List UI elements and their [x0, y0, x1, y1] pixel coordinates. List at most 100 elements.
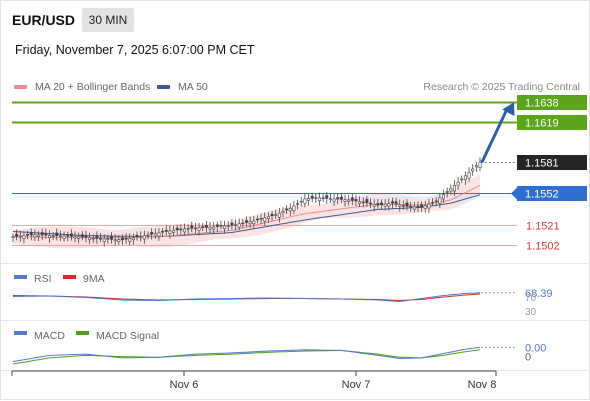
candle-body: [325, 195, 329, 199]
candle-body: [431, 202, 435, 204]
candle-body: [379, 202, 383, 205]
current-price-label: 1.1581: [525, 158, 559, 170]
time-axis: Nov 6 Nov 7 Nov 8: [1, 263, 590, 391]
candle-body: [179, 228, 183, 231]
macd-legend-label: MACD: [34, 330, 65, 342]
candle-body: [212, 226, 216, 230]
candle-body: [223, 225, 227, 229]
candle-body: [139, 236, 143, 238]
candle-body: [296, 203, 300, 205]
candle-body: [58, 235, 62, 237]
current-price-tag: [517, 155, 587, 170]
candle-body: [157, 232, 161, 237]
instrument-title: EUR/USD: [12, 12, 76, 28]
candle-body: [201, 226, 205, 228]
rsi-legend-label: RSI: [34, 273, 52, 285]
candle-body: [274, 214, 278, 216]
candle-body: [18, 235, 22, 238]
candle-body: [471, 168, 475, 172]
research-credit: Research © 2025 Trading Central: [423, 81, 580, 93]
candle-body: [463, 175, 467, 181]
candle-body: [474, 165, 478, 168]
candle-body: [40, 232, 44, 236]
candle-body: [452, 184, 456, 192]
candle-body: [281, 211, 285, 214]
rsi-ma-legend-label: 9MA: [83, 273, 105, 285]
candle-body: [37, 234, 41, 237]
candle-body: [336, 197, 340, 200]
candle-body: [15, 233, 19, 237]
candle-body: [69, 233, 73, 237]
candle-body: [427, 203, 431, 209]
candle-body: [44, 233, 48, 236]
candle-body: [175, 227, 179, 231]
candle-body: [369, 202, 373, 205]
candle-body: [409, 205, 413, 208]
candle-body: [332, 198, 336, 202]
candle-body: [62, 235, 66, 239]
candle-body: [110, 236, 114, 240]
candle-body: [47, 235, 51, 238]
time-axis-label: Nov 7: [342, 379, 371, 391]
rsi-legend-swatch: [14, 275, 27, 279]
candle-body: [117, 239, 121, 242]
forecast-arrow-layer: [480, 102, 515, 163]
candle-body: [204, 225, 208, 228]
candle-body: [135, 234, 139, 238]
timeframe-badge[interactable]: 30 MIN: [82, 8, 134, 32]
candle-body: [478, 161, 482, 168]
candle-body: [434, 200, 438, 202]
pivot-tag-pointer: [511, 187, 517, 200]
candle-body: [270, 213, 274, 217]
candle-body: [401, 205, 405, 207]
candle-body: [234, 224, 238, 226]
candle-body: [113, 239, 117, 241]
rsi-tick-30: 30: [525, 307, 537, 318]
candle-body: [245, 220, 249, 223]
rsi-ma-legend-swatch: [63, 275, 76, 279]
candle-body: [372, 204, 376, 207]
rsi-line: [12, 292, 481, 303]
bollinger-band-layer: [13, 174, 480, 249]
macd-panel: MACD MACD Signal 0.000: [12, 330, 546, 365]
rsi-value-label: 68.39: [525, 288, 553, 300]
candle-body: [394, 201, 398, 205]
candle-body: [361, 201, 365, 204]
candle-body: [347, 199, 351, 202]
candle-body: [252, 220, 256, 225]
rsi-tick-70: 70: [525, 293, 537, 304]
candle-body: [215, 224, 219, 227]
macd-signal-legend-label: MACD Signal: [96, 330, 159, 342]
candle-body: [292, 205, 296, 211]
candle-body: [263, 217, 267, 222]
candle-body: [321, 197, 325, 199]
candle-body: [460, 178, 464, 181]
candle-body: [405, 202, 409, 207]
candle-body: [190, 225, 194, 229]
candle-body: [131, 237, 135, 240]
candle-body: [358, 201, 362, 204]
candle-body: [29, 232, 33, 236]
candle-body: [84, 235, 88, 238]
candle-body: [398, 204, 402, 207]
bollinger-band: [13, 174, 480, 249]
candle-body: [343, 199, 347, 202]
candle-body: [193, 227, 197, 230]
macd-zero-label: 0: [525, 352, 531, 364]
candle-body: [445, 191, 449, 193]
macd-signal-legend-swatch: [76, 331, 89, 335]
candle-body: [230, 222, 234, 226]
forecast-arrow-head: [502, 102, 515, 117]
candle-body: [310, 195, 314, 199]
legend-ma20: MA 20 + Bollinger Bands: [14, 81, 150, 93]
candle-body: [106, 238, 110, 240]
candle-body: [467, 172, 471, 179]
macd-value-label: 0.00: [525, 342, 546, 354]
candle-body: [314, 197, 318, 199]
candle-body: [73, 236, 77, 239]
macd-signal-line: [12, 349, 481, 365]
candle-body: [88, 237, 92, 241]
candle-body: [350, 197, 354, 201]
candle-body: [299, 200, 303, 203]
